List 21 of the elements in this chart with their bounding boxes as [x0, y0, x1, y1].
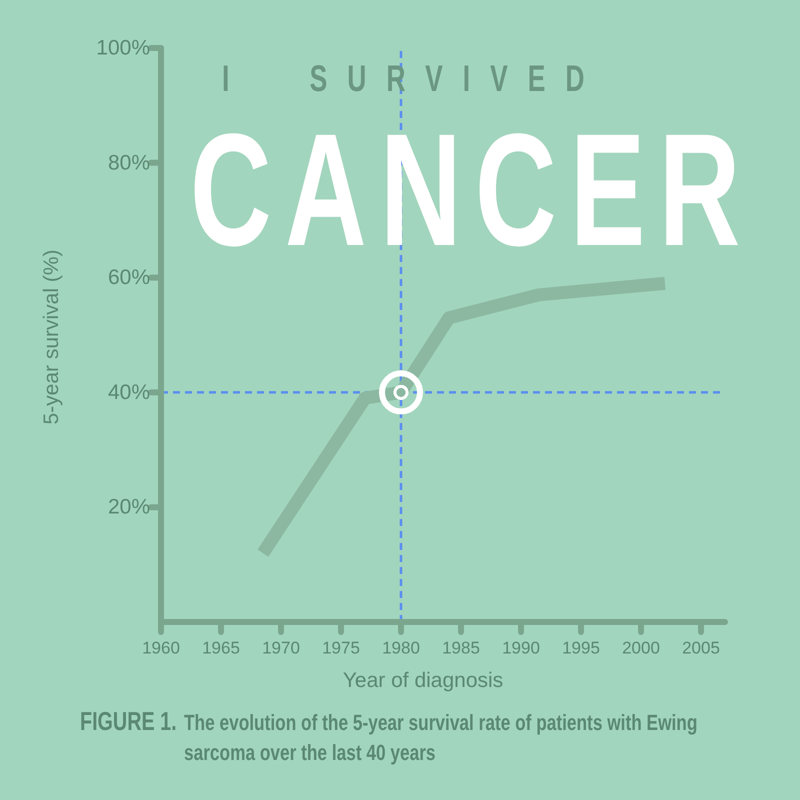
- x-tick-label: 1980: [382, 638, 420, 658]
- x-tick-label: 2005: [682, 638, 720, 658]
- x-tick-label: 1990: [502, 638, 540, 658]
- x-tick-label: 1960: [142, 638, 180, 658]
- text: The evolution of the 5-year survival rate of patients with Ewing sarcoma over the last 40 years: [184, 709, 698, 767]
- y-tick-label: 60%: [108, 266, 150, 290]
- x-tick-label: 1965: [202, 638, 240, 658]
- y-tick-label: 100%: [96, 36, 150, 60]
- x-tick-label: 1975: [322, 638, 360, 658]
- chart-title: I SURVIVED: [222, 58, 605, 99]
- chart-subtitle: CANCER: [190, 100, 754, 279]
- caption: FIGURE 1.: [80, 706, 177, 736]
- x-tick-label: 1970: [262, 638, 300, 658]
- y-tick-label: 20%: [108, 496, 150, 519]
- x-tick-label: 1985: [442, 638, 480, 658]
- y-tick-label: 80%: [108, 151, 150, 174]
- x-axis-title: Year of diagnosis: [342, 669, 504, 693]
- y-axis-title: 5-year survival (%): [40, 249, 64, 425]
- x-tick-label: 2000: [622, 638, 660, 658]
- x-tick-label: 1995: [562, 638, 600, 658]
- y-tick-label: 40%: [108, 380, 150, 404]
